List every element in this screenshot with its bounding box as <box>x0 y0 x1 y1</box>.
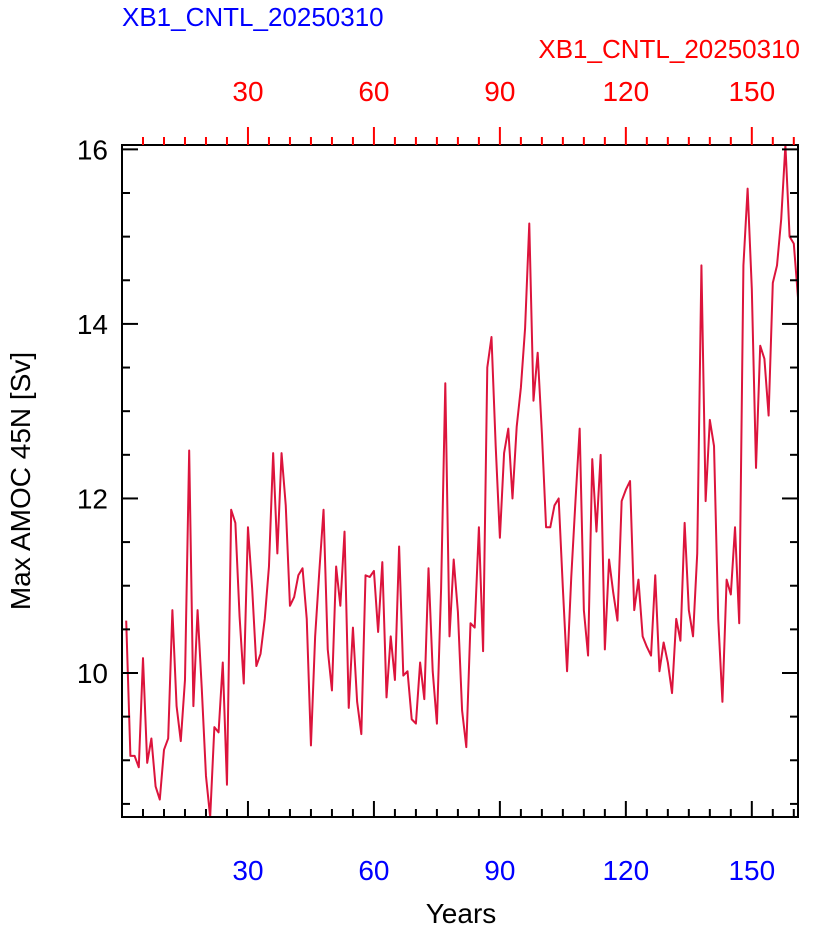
y-tick-label: 16 <box>77 134 108 165</box>
x-tick-label-bottom: 150 <box>728 855 775 886</box>
x-tick-label-bottom: 60 <box>358 855 389 886</box>
x-tick-label-bottom: 30 <box>232 855 263 886</box>
series-layer <box>125 144 799 818</box>
right-title: XB1_CNTL_20250310 <box>538 34 800 64</box>
amoc-series-line <box>125 144 799 818</box>
y-tick-label: 12 <box>77 483 108 514</box>
left-title: XB1_CNTL_20250310 <box>122 2 384 32</box>
x-tick-label-top: 30 <box>232 76 263 107</box>
y-axis-label: Max AMOC 45N [Sv] <box>5 352 36 610</box>
x-tick-label-top: 150 <box>728 76 775 107</box>
x-tick-label-bottom: 90 <box>484 855 515 886</box>
x-tick-label-bottom: 120 <box>602 855 649 886</box>
axis-layer: 30 60 90 120 150 30 60 90 120 150 10 12 14 16 <box>77 76 798 886</box>
x-tick-label-top: 60 <box>358 76 389 107</box>
y-tick-label: 14 <box>77 309 108 340</box>
x-axis-label: Years <box>426 898 497 929</box>
x-tick-label-top: 120 <box>602 76 649 107</box>
plot-frame <box>121 144 799 818</box>
x-tick-label-top: 90 <box>484 76 515 107</box>
y-tick-label: 10 <box>77 658 108 689</box>
